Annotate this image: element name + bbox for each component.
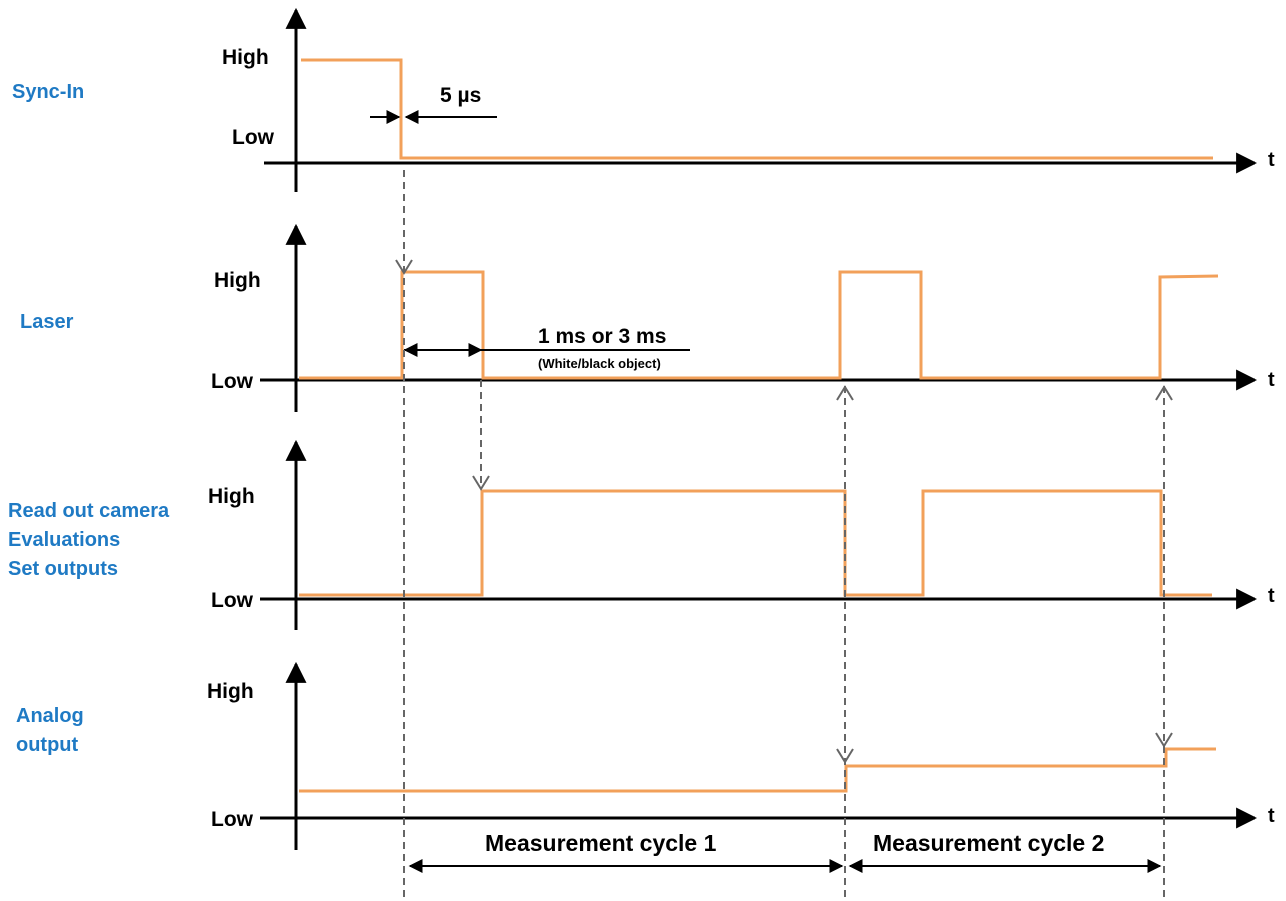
analog-high-label: High	[207, 680, 254, 703]
guide-arrowhead-analog-step1	[836, 748, 854, 764]
guide-arrowhead-laser-cycle3	[1155, 385, 1173, 401]
readout-t-label: t	[1268, 585, 1275, 607]
signal-label-readout-line2: Evaluations	[8, 529, 120, 551]
sync-in-low-label: Low	[232, 126, 275, 149]
guide-arrowhead-laser-on	[395, 259, 413, 275]
signal-label-readout-line1: Read out camera	[8, 500, 170, 522]
sync-in-t-label: t	[1268, 149, 1275, 171]
analog-low-label: Low	[211, 808, 254, 831]
exposure-label: 1 ms or 3 ms	[538, 325, 666, 348]
measurement-cycles: Measurement cycle 1 Measurement cycle 2	[408, 830, 1162, 873]
readout-high-label: High	[208, 485, 255, 508]
analog-panel: High Low t	[207, 661, 1275, 850]
signal-label-analog-line2: output	[16, 734, 79, 756]
signal-label-sync-in: Sync-In	[12, 81, 84, 103]
readout-waveform	[299, 489, 1212, 597]
sync-in-panel: High Low t 5 µs	[222, 7, 1275, 192]
laser-waveform	[299, 270, 1219, 380]
signal-label-laser: Laser	[20, 311, 74, 333]
exposure-note: (White/black object)	[538, 356, 661, 371]
cycle-1-label: Measurement cycle 1	[485, 830, 717, 856]
guide-arrowhead-readout-start	[472, 475, 490, 491]
sync-in-high-label: High	[222, 46, 269, 69]
laser-low-label: Low	[211, 370, 254, 393]
delay-label: 5 µs	[440, 84, 481, 107]
readout-panel: High Low t	[208, 439, 1275, 630]
cycle-2-label: Measurement cycle 2	[873, 830, 1104, 856]
guide-arrowhead-analog-step2	[1155, 732, 1173, 748]
laser-t-label: t	[1268, 369, 1275, 391]
guide-lines	[395, 170, 1173, 901]
sync-in-waveform	[301, 58, 1213, 160]
signal-label-analog-line1: Analog	[16, 705, 84, 727]
analog-t-label: t	[1268, 805, 1275, 827]
analog-waveform	[299, 747, 1216, 793]
readout-low-label: Low	[211, 589, 254, 612]
laser-high-label: High	[214, 269, 261, 292]
guide-arrowhead-laser-cycle2	[836, 385, 854, 401]
laser-panel: High Low t 1 ms or 3 ms (White/black obj…	[211, 223, 1275, 412]
signal-label-readout-line3: Set outputs	[8, 558, 118, 580]
